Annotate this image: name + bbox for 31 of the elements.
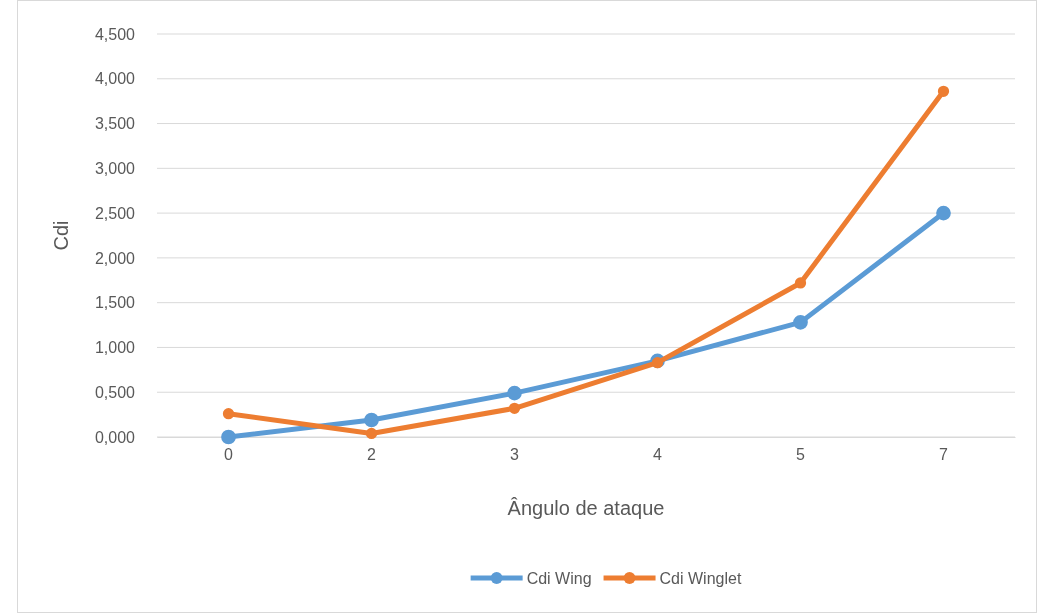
- point: [221, 429, 236, 445]
- y-tick-label: 4,500: [94, 25, 136, 43]
- x-tick-label: 0: [224, 446, 234, 464]
- point: [651, 357, 664, 369]
- legend-label: Cdi Winglet: [659, 570, 742, 587]
- x-tick-label: 4: [653, 446, 663, 464]
- y-tick-label: 0,000: [94, 428, 136, 446]
- point: [365, 427, 378, 440]
- x-axis-title: Ângulo de ataque: [507, 497, 665, 519]
- x-tick-label: 2: [367, 446, 377, 464]
- y-tick-label: 2,000: [94, 249, 136, 267]
- point: [222, 408, 235, 420]
- x-tick-label: 7: [939, 446, 949, 464]
- point: [793, 315, 808, 330]
- y-tick-label: 1,000: [94, 339, 136, 357]
- point: [794, 277, 807, 289]
- y-tick-label: 4,000: [94, 70, 136, 88]
- x-tick-label: 3: [510, 446, 520, 464]
- y-axis-title: Cdi: [50, 220, 72, 251]
- point: [364, 412, 379, 428]
- y-tick-label: 2,500: [94, 204, 136, 222]
- point: [937, 85, 950, 97]
- y-tick-label: 3,000: [94, 159, 136, 177]
- point: [936, 205, 951, 221]
- point: [508, 402, 521, 414]
- y-tick-label: 0,500: [94, 383, 136, 401]
- legend-label: Cdi Wing: [526, 570, 592, 587]
- y-tick-label: 1,500: [94, 294, 136, 312]
- point: [507, 385, 522, 401]
- x-tick-label: 5: [796, 446, 806, 464]
- y-tick-label: 3,500: [94, 115, 136, 133]
